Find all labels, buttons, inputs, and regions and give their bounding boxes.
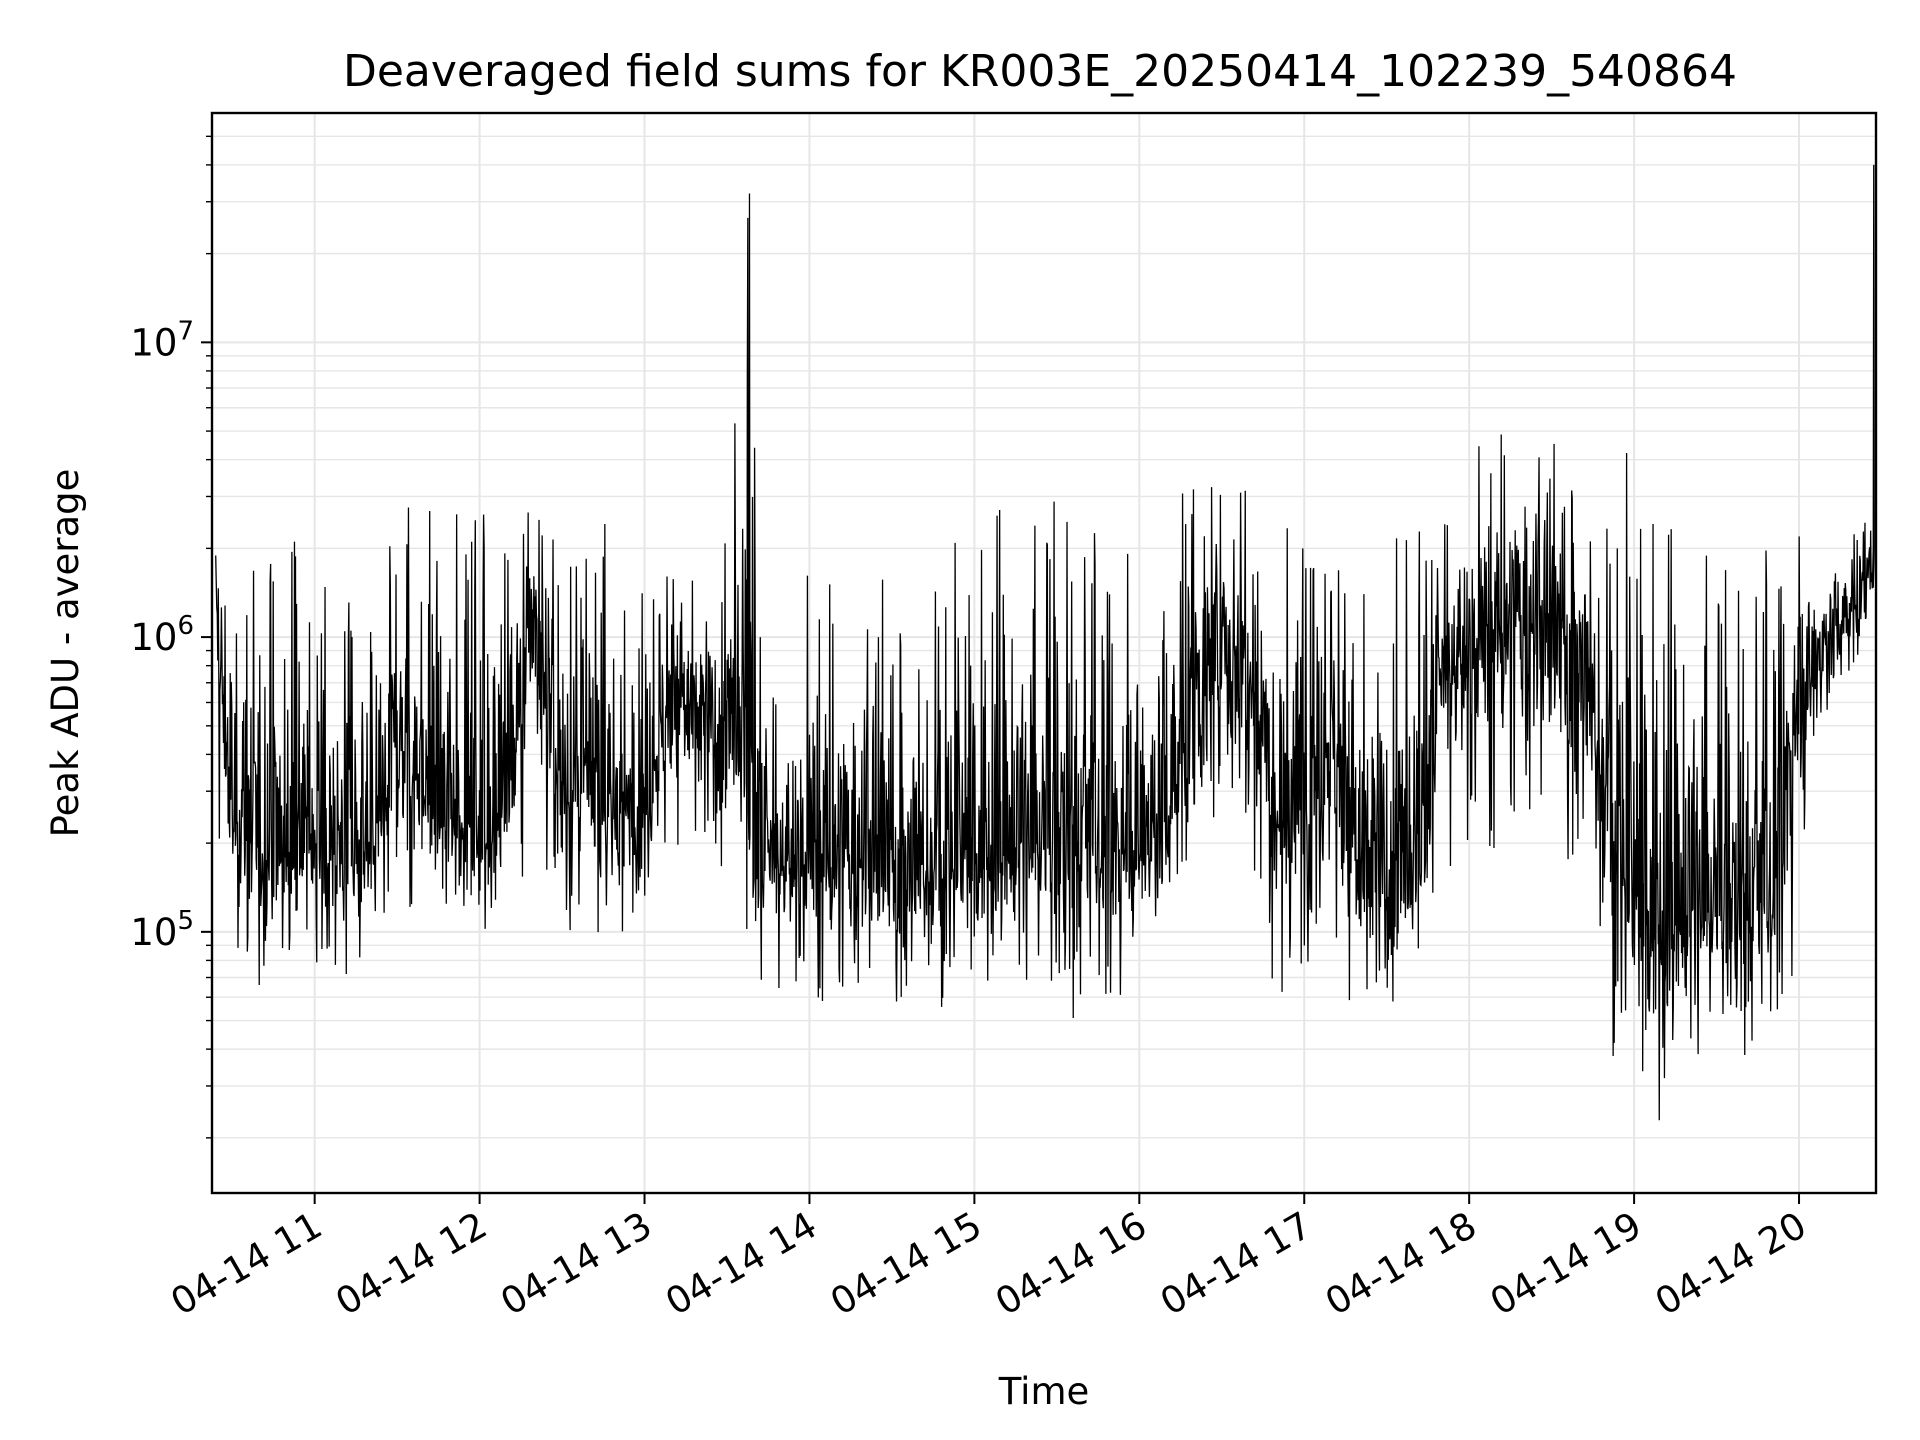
y-tick-exponent: 5 xyxy=(177,906,194,936)
x-axis-label: Time xyxy=(998,1370,1090,1413)
y-tick-base: 10 xyxy=(130,616,177,659)
y-tick-base: 10 xyxy=(130,321,177,364)
y-tick-exponent: 7 xyxy=(177,316,194,346)
y-tick-label: 105 xyxy=(130,906,194,954)
chart-title: Deaveraged field sums for KR003E_2025041… xyxy=(343,46,1737,97)
y-axis-label: Peak ADU - average xyxy=(44,469,87,838)
series-path xyxy=(215,164,1875,1121)
y-tick-label: 107 xyxy=(130,316,194,364)
y-tick-label: 106 xyxy=(130,611,194,659)
plot-frame xyxy=(210,111,1878,1195)
series-line xyxy=(215,164,1875,1121)
y-tick-exponent: 6 xyxy=(177,611,194,641)
y-tick-base: 10 xyxy=(130,911,177,954)
